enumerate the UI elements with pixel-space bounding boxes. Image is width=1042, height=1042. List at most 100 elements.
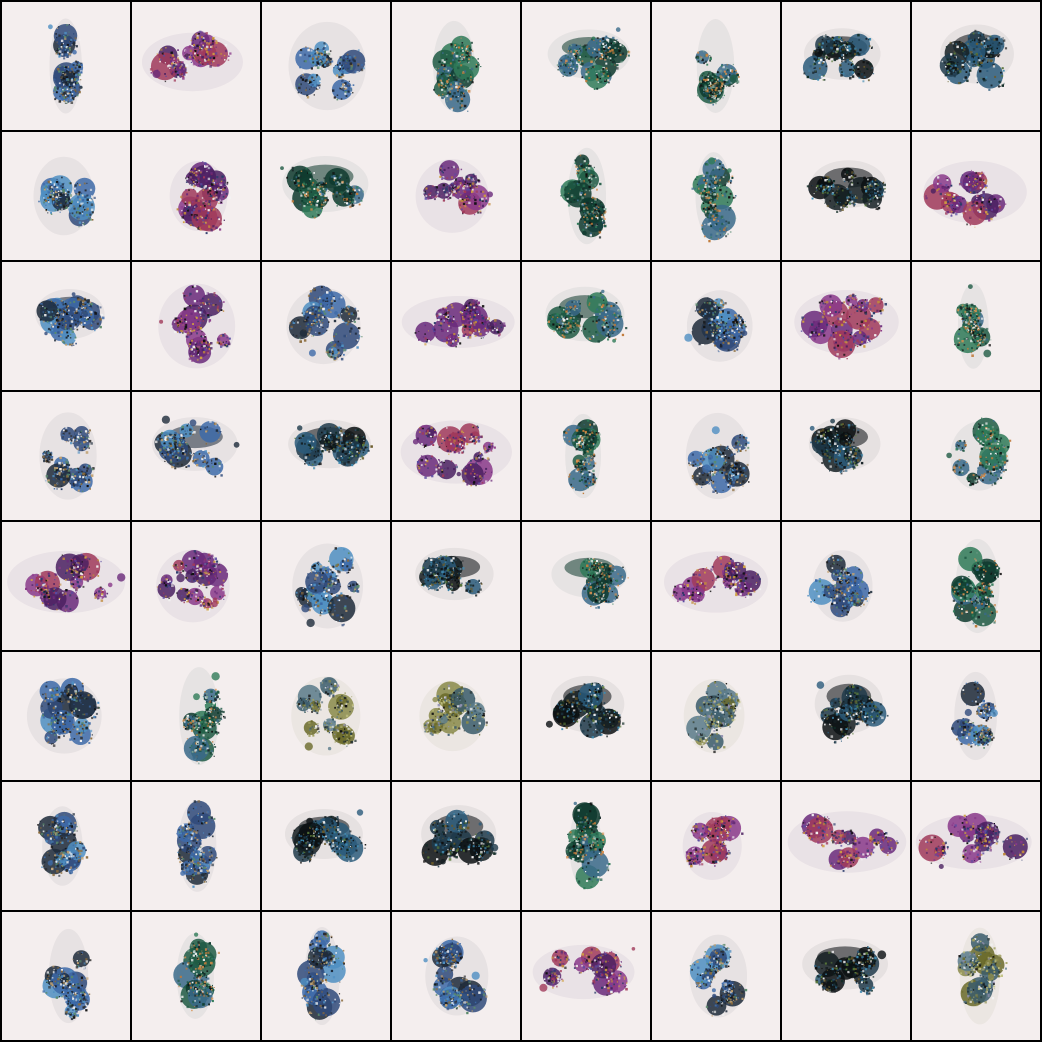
- sample-tile: [2, 652, 130, 780]
- sample-tile: [912, 782, 1040, 910]
- sample-tile: [132, 262, 260, 390]
- sample-tile: [782, 522, 910, 650]
- sample-image: [522, 262, 650, 390]
- sample-image: [2, 132, 130, 260]
- sample-tile: [132, 782, 260, 910]
- sample-tile: [652, 782, 780, 910]
- sample-image: [262, 262, 390, 390]
- sample-tile: [782, 652, 910, 780]
- sample-image: [392, 132, 520, 260]
- sample-image: [912, 652, 1040, 780]
- sample-image: [652, 262, 780, 390]
- sample-tile: [522, 522, 650, 650]
- sample-image: [782, 652, 910, 780]
- sample-tile: [262, 782, 390, 910]
- sample-tile: [522, 2, 650, 130]
- sample-image: [782, 132, 910, 260]
- sample-image: [2, 522, 130, 650]
- sample-image: [262, 132, 390, 260]
- sample-image: [2, 652, 130, 780]
- sample-image: [912, 912, 1040, 1040]
- sample-tile: [912, 912, 1040, 1040]
- sample-tile: [912, 652, 1040, 780]
- sample-image: [262, 912, 390, 1040]
- sample-image: [392, 522, 520, 650]
- sample-tile: [522, 392, 650, 520]
- sample-tile: [2, 782, 130, 910]
- sample-tile: [782, 392, 910, 520]
- sample-tile: [392, 782, 520, 910]
- sample-tile: [2, 522, 130, 650]
- sample-tile: [392, 652, 520, 780]
- sample-image: [912, 782, 1040, 910]
- sample-tile: [392, 392, 520, 520]
- sample-image: [522, 522, 650, 650]
- sample-image: [392, 2, 520, 130]
- sample-tile: [652, 912, 780, 1040]
- sample-tile: [652, 2, 780, 130]
- sample-image: [2, 2, 130, 130]
- sample-tile: [912, 2, 1040, 130]
- sample-tile: [782, 912, 910, 1040]
- sample-image: [652, 392, 780, 520]
- sample-image: [522, 2, 650, 130]
- sample-tile: [262, 522, 390, 650]
- sample-image: [392, 652, 520, 780]
- sample-image: [912, 132, 1040, 260]
- sample-tile: [912, 392, 1040, 520]
- sample-tile: [2, 392, 130, 520]
- sample-tile: [262, 132, 390, 260]
- sample-tile: [912, 522, 1040, 650]
- sample-image: [782, 522, 910, 650]
- sample-tile: [262, 262, 390, 390]
- sample-tile: [262, 2, 390, 130]
- sample-image: [522, 392, 650, 520]
- sample-image: [262, 522, 390, 650]
- sample-image: [912, 2, 1040, 130]
- sample-tile: [392, 262, 520, 390]
- sample-tile: [392, 912, 520, 1040]
- sample-image: [132, 782, 260, 910]
- sample-tile: [782, 782, 910, 910]
- sample-tile: [652, 652, 780, 780]
- sample-image: [2, 262, 130, 390]
- sample-tile: [132, 912, 260, 1040]
- sample-image: [132, 652, 260, 780]
- sample-image: [132, 262, 260, 390]
- sample-image: [2, 782, 130, 910]
- sample-tile: [522, 912, 650, 1040]
- sample-tile: [522, 782, 650, 910]
- sample-image: [522, 132, 650, 260]
- sample-image: [132, 2, 260, 130]
- sample-tile: [652, 262, 780, 390]
- sample-image: [392, 782, 520, 910]
- sample-image: [782, 2, 910, 130]
- sample-image: [522, 652, 650, 780]
- sample-image: [782, 262, 910, 390]
- sample-tile: [262, 652, 390, 780]
- sample-image: [782, 912, 910, 1040]
- sample-tile: [132, 2, 260, 130]
- sample-tile: [522, 132, 650, 260]
- sample-tile: [2, 912, 130, 1040]
- sample-tile: [912, 262, 1040, 390]
- sample-tile: [2, 2, 130, 130]
- sample-image: [782, 392, 910, 520]
- sample-tile: [782, 262, 910, 390]
- sample-image: [262, 392, 390, 520]
- sample-image: [522, 782, 650, 910]
- sample-image: [132, 132, 260, 260]
- sample-tile: [652, 392, 780, 520]
- sample-image: [132, 522, 260, 650]
- sample-image: [2, 912, 130, 1040]
- sample-tile: [2, 262, 130, 390]
- sample-image: [652, 652, 780, 780]
- sample-tile: [392, 2, 520, 130]
- sample-tile: [132, 132, 260, 260]
- sample-tile: [262, 392, 390, 520]
- sample-image: [262, 652, 390, 780]
- sample-image: [132, 912, 260, 1040]
- sample-tile: [912, 132, 1040, 260]
- sample-image: [652, 782, 780, 910]
